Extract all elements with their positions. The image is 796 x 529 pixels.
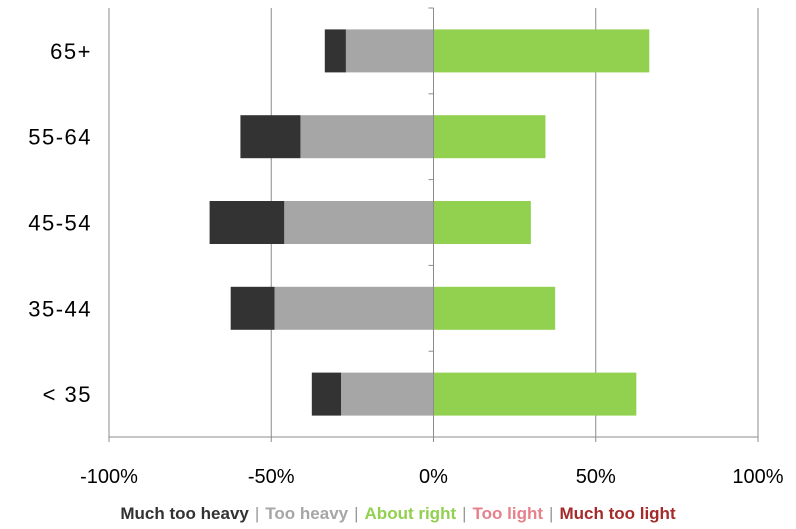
bar-too-heavy bbox=[274, 286, 434, 330]
x-tick-label: 0% bbox=[419, 466, 448, 488]
bar-much-too-heavy bbox=[311, 372, 342, 416]
legend-too-heavy: Too heavy bbox=[265, 504, 349, 523]
category-label: 35-44 bbox=[28, 296, 92, 321]
legend-much-too-heavy: Much too heavy bbox=[120, 504, 249, 523]
bar-much-too-heavy bbox=[324, 29, 346, 73]
category-label: 45-54 bbox=[28, 211, 92, 236]
bar-much-too-heavy bbox=[230, 286, 275, 330]
legend-about-right: About right bbox=[364, 504, 457, 523]
bar-too-heavy bbox=[284, 201, 434, 244]
x-tick-label: 50% bbox=[576, 466, 616, 488]
bar-much-too-heavy bbox=[240, 115, 301, 159]
bar-too-heavy bbox=[341, 372, 434, 416]
bar-about-right bbox=[433, 115, 546, 159]
chart-legend: Much too heavy | Too heavy | About right | Too… bbox=[0, 504, 796, 524]
category-label: 65+ bbox=[50, 39, 92, 64]
category-label: < 35 bbox=[43, 382, 92, 407]
legend-much-too-light: Much too light bbox=[559, 504, 676, 523]
diverging-bar-chart: 65+ 55-64 45-54 35-44 < 35 -100% -50% 0% 50% 100% bbox=[28, 7, 784, 488]
legend-separator: | bbox=[254, 504, 260, 523]
bar-about-right bbox=[433, 29, 650, 73]
bar-about-right bbox=[433, 286, 556, 330]
legend-separator: | bbox=[549, 504, 554, 523]
bar-much-too-heavy bbox=[209, 201, 285, 244]
bar-about-right bbox=[433, 201, 531, 244]
category-label: 55-64 bbox=[28, 125, 92, 150]
legend-separator: | bbox=[354, 504, 359, 523]
legend-too-light: Too light bbox=[472, 504, 544, 523]
x-tick-label: 100% bbox=[732, 466, 783, 488]
bar-too-heavy bbox=[345, 29, 434, 73]
x-tick-label: -100% bbox=[80, 466, 138, 488]
legend-separator: | bbox=[462, 504, 467, 523]
bar-about-right bbox=[433, 372, 637, 416]
x-tick-label: -50% bbox=[248, 466, 295, 488]
bar-too-heavy bbox=[300, 115, 434, 159]
